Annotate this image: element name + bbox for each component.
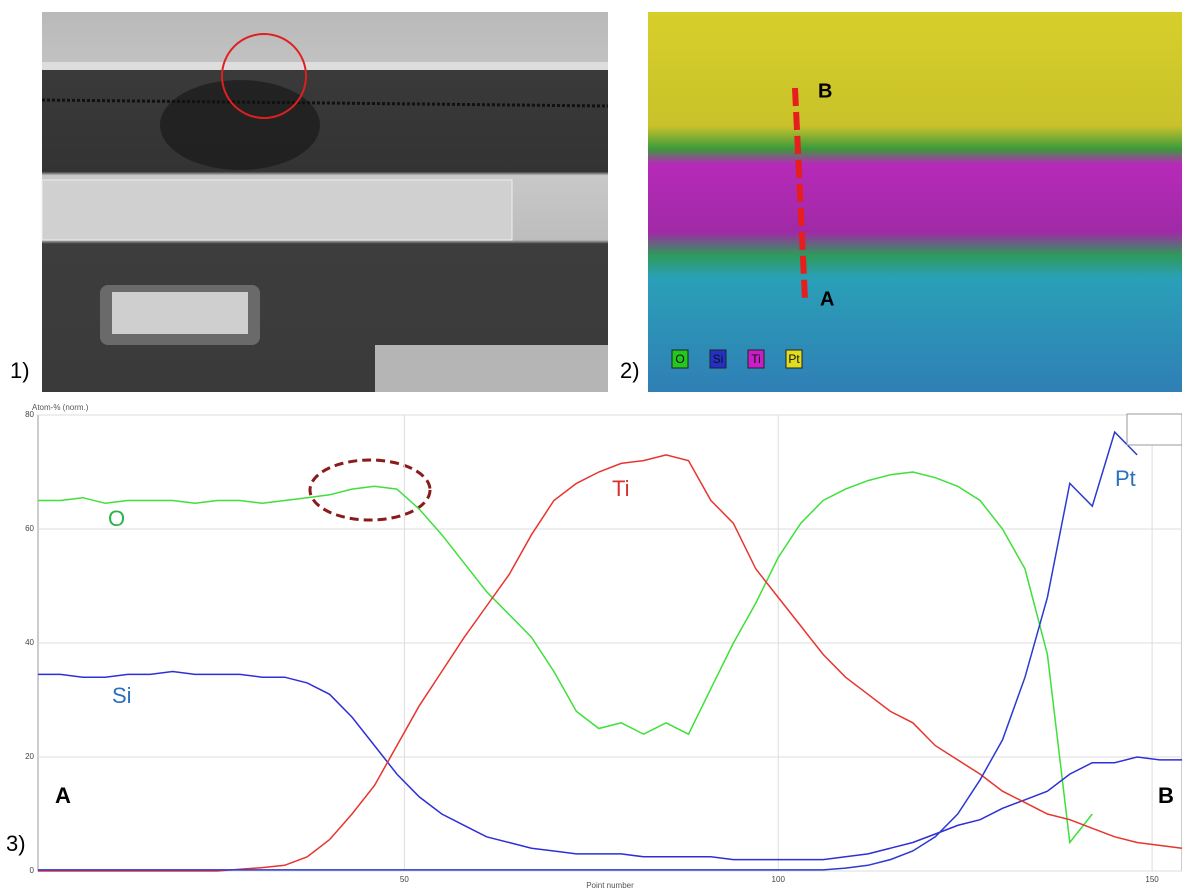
y-tick-label: 40: [25, 638, 34, 647]
series-line: [38, 430, 1138, 871]
y-tick-label: 80: [25, 410, 34, 419]
line-label: A: [820, 288, 834, 310]
legend-box: [1126, 413, 1182, 446]
series-label: Si: [112, 683, 132, 708]
series-label: Ti: [612, 476, 630, 501]
legend-label: Pt: [788, 352, 800, 366]
annotation: B: [1158, 783, 1174, 808]
panel-label: 3): [6, 831, 26, 856]
legend-swatch: [709, 349, 727, 369]
highlight-ellipse: [308, 458, 432, 522]
series-line: [38, 670, 1182, 861]
series-label: O: [108, 506, 125, 531]
legend-label: Ti: [751, 352, 761, 366]
eds-map: [648, 12, 1182, 392]
x-tick-label: 50: [400, 875, 409, 884]
legend-label: O: [675, 352, 684, 366]
annotation: A: [55, 783, 71, 808]
x-tick-label: 150: [1145, 875, 1159, 884]
y-tick-label: 20: [25, 752, 34, 761]
panel-label: 1): [10, 358, 30, 383]
y-tick-label: 60: [25, 524, 34, 533]
legend-swatch: [785, 349, 803, 369]
legend-label: Si: [713, 352, 724, 366]
x-tick-label: 100: [772, 875, 786, 884]
legend-swatch: [747, 349, 765, 369]
line-label: B: [818, 80, 832, 102]
series-line: [38, 471, 1093, 845]
x-axis-label: Point number: [586, 881, 634, 890]
tem-image: [41, 12, 609, 392]
panel-label: 2): [620, 358, 640, 383]
y-tick-label: 0: [30, 866, 35, 875]
y-axis-label: Atom-% (norm.): [32, 403, 89, 412]
legend-swatch: [671, 349, 689, 369]
series-label: Pt: [1115, 466, 1136, 491]
